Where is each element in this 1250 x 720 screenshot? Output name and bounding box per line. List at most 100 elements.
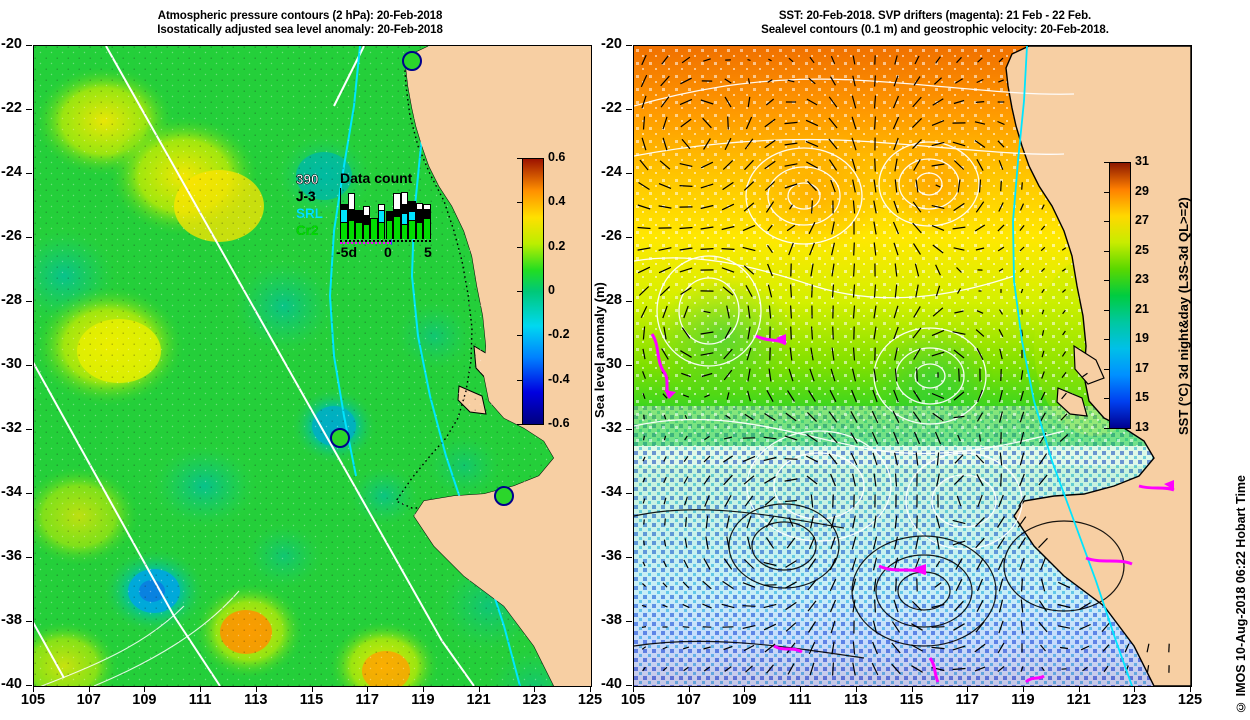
velocity-vector [679,98,693,106]
velocity-vector [641,604,647,608]
left-y-tick-label: -34 [1,484,22,500]
velocity-vector [745,116,753,130]
velocity-vector [642,392,646,400]
sea-level-anomaly-map[interactable] [33,45,592,687]
velocity-vector [953,391,965,401]
velocity-vector [680,286,692,296]
velocity-vector [642,456,646,462]
velocity-vector [679,267,693,273]
velocity-vector [873,179,877,193]
velocity-vector [744,138,754,150]
velocity-vector [976,347,984,361]
velocity-vector [977,389,983,403]
velocity-vector [1040,412,1046,422]
velocity-vector [764,496,776,506]
velocity-vector [952,141,966,147]
velocity-vector [874,158,876,172]
velocity-vector [786,537,796,549]
velocity-vector [852,305,856,319]
velocity-vector [763,436,777,440]
velocity-vector [721,225,735,231]
velocity-vector [1103,665,1109,673]
velocity-vector [811,284,813,298]
velocity-vector [703,475,711,485]
velocity-vector [807,621,817,633]
velocity-vector [1020,666,1024,672]
velocity-vector [658,266,672,274]
velocity-vector [663,435,667,441]
velocity-vector [722,286,734,296]
velocity-vector [933,77,943,85]
velocity-vector [1041,309,1045,315]
velocity-vector [809,56,815,64]
velocity-vector [873,515,877,529]
velocity-vector [1019,411,1025,423]
velocity-vector [807,579,817,591]
velocity-vector [663,560,667,568]
velocity-vector [641,646,647,650]
velocity-vector [1021,578,1023,592]
velocity-vector [684,496,688,506]
right-y-tick [626,237,632,238]
velocity-vector [747,390,751,402]
right-x-tick [633,686,634,692]
velocity-vector [764,160,776,170]
sst-colorbar-tick [1104,368,1109,370]
left-y-tick-label: -32 [1,420,22,436]
velocity-vector [851,536,857,550]
sst-map[interactable] [633,45,1192,687]
data-count-segment-cr2 [393,215,401,239]
velocity-vector [747,305,751,319]
velocity-vector [915,536,919,550]
sst-colorbar-label: 27 [1135,213,1149,228]
left-y-tick-label: -38 [1,612,22,628]
data-count-segment-srl [408,211,416,221]
velocity-vector [953,99,965,105]
right-y-tick [626,493,632,494]
sst-colorbar-tick [1104,162,1109,163]
data-count-segment-n390 [377,203,386,212]
velocity-vector [764,476,776,484]
velocity-vector [894,452,898,466]
velocity-vector [874,75,876,87]
velocity-vector [724,96,732,108]
velocity-vector [679,247,693,251]
data-count-xlabel-end: 5 [424,244,432,260]
velocity-vector [873,305,877,319]
data-count-segment-j3 [400,204,409,215]
velocity-vector [658,183,672,189]
left-x-tick-label: 109 [132,692,157,708]
velocity-vector [935,184,941,188]
velocity-vector [850,432,858,444]
velocity-vector [952,226,966,230]
data-count-segment-j3 [415,209,424,223]
velocity-vector [727,116,729,130]
velocity-vector [931,163,945,167]
left-y-tick [26,429,32,430]
velocity-vector [956,495,962,507]
velocity-vector [851,368,857,382]
velocity-vector [658,205,672,209]
drifter-tracks [650,333,1175,684]
velocity-vector [912,390,922,402]
velocity-vector [805,455,819,463]
velocity-vector [1017,537,1027,549]
velocity-vector [912,327,922,339]
velocity-vector [808,390,816,402]
velocity-vector [700,331,714,335]
right-x-tick [1134,686,1136,692]
data-count-baseline-magenta [340,242,392,244]
velocity-vector [704,394,710,398]
velocity-vector [830,179,836,193]
velocity-vector [1061,392,1067,400]
velocity-vector [1041,666,1045,672]
velocity-vector [704,435,710,441]
sla-colorbar-tick [517,291,522,292]
velocity-vector [953,349,965,359]
velocity-vector [828,138,838,150]
velocity-vector [700,161,714,169]
left-x-tick-label: 115 [299,692,324,708]
velocity-vector [806,161,818,169]
velocity-vector [784,458,798,460]
velocity-vector [811,326,813,340]
